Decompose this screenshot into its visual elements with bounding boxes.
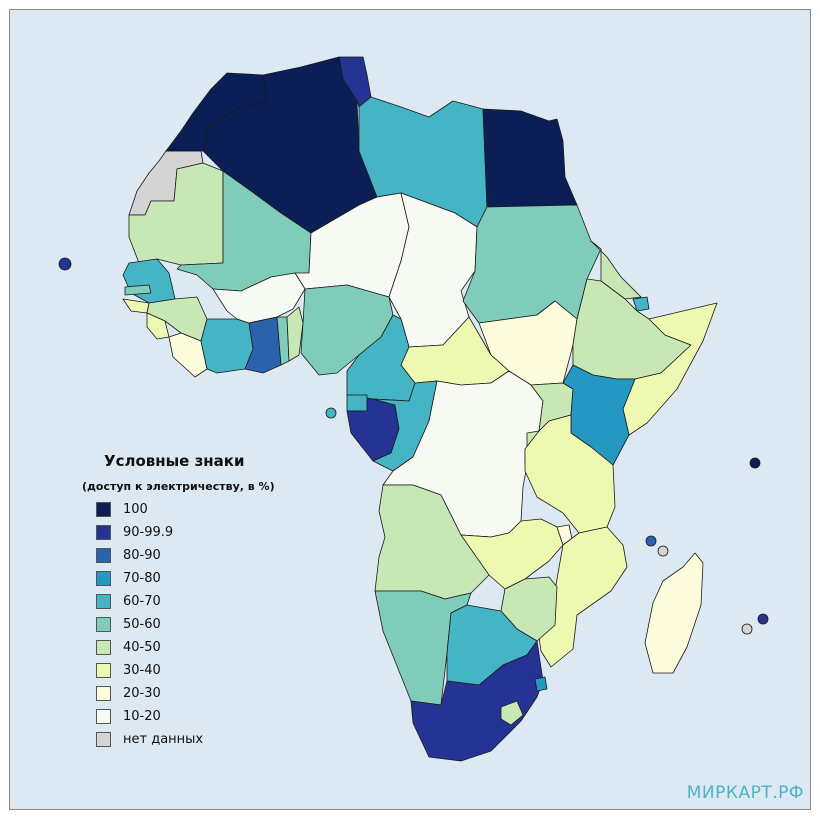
country-eswatini — [534, 676, 548, 692]
country-sao-tome — [325, 407, 337, 419]
africa-map — [58, 56, 769, 762]
country-equatorial-guinea — [346, 394, 368, 412]
legend-item: 90-99.9 — [96, 523, 173, 541]
legend-label: 50-60 — [123, 616, 161, 632]
legend-item: 10-20 — [96, 707, 161, 725]
legend-label: 100 — [123, 501, 148, 517]
country-mayotte — [657, 545, 669, 557]
country-eritrea — [590, 240, 642, 300]
country-comoros — [645, 535, 657, 547]
legend-label: 90-99.9 — [123, 524, 174, 540]
legend-swatch — [96, 593, 111, 609]
legend-label: 60-70 — [123, 593, 161, 609]
country-togo — [276, 316, 290, 366]
legend-item: 100 — [96, 500, 148, 518]
legend-subtitle: (доступ к электричеству, в %) — [82, 480, 275, 493]
legend-title: Условные знаки — [104, 452, 245, 470]
legend-swatch — [96, 547, 111, 563]
legend-label: 70-80 — [123, 570, 161, 586]
legend-item: 40-50 — [96, 638, 161, 656]
legend-label: 30-40 — [123, 662, 161, 678]
watermark: МИРКАРТ.РФ — [686, 783, 804, 803]
legend-label: 10-20 — [123, 708, 161, 724]
legend-item: 60-70 — [96, 592, 161, 610]
legend-item: 20-30 — [96, 684, 161, 702]
country-cote-divoire — [200, 318, 254, 374]
legend-swatch — [96, 524, 111, 540]
country-seychelles — [749, 457, 761, 469]
legend-swatch — [96, 616, 111, 632]
legend-swatch — [96, 501, 111, 517]
country-tanzania — [524, 414, 616, 534]
country-burkina-faso — [212, 272, 306, 324]
legend-item: 30-40 — [96, 661, 161, 679]
legend-label: 40-50 — [123, 639, 161, 655]
legend-swatch — [96, 570, 111, 586]
country-lesotho — [500, 700, 524, 726]
legend-label: нет данных — [123, 731, 204, 747]
legend-swatch — [96, 662, 111, 678]
country-djibouti — [632, 296, 650, 312]
legend-item: 70-80 — [96, 569, 161, 587]
country-gambia — [124, 284, 152, 296]
country-cape-verde — [58, 257, 72, 271]
country-reunion — [741, 623, 753, 635]
legend-label: 80-90 — [123, 547, 161, 563]
legend-swatch — [96, 639, 111, 655]
country-mauritius — [757, 613, 769, 625]
country-madagascar — [644, 552, 704, 674]
legend-item: 50-60 — [96, 615, 161, 633]
country-benin — [286, 306, 304, 362]
legend-item: 80-90 — [96, 546, 161, 564]
legend-item: нет данных — [96, 730, 203, 748]
country-egypt — [482, 108, 578, 208]
country-sierra-leone — [146, 312, 170, 340]
country-senegal — [122, 258, 176, 304]
legend-label: 20-30 — [123, 685, 161, 701]
map-frame: Условные знаки (доступ к электричеству, … — [9, 9, 811, 810]
legend-swatch — [96, 685, 111, 701]
legend-swatch — [96, 708, 111, 724]
legend-swatch — [96, 731, 111, 747]
